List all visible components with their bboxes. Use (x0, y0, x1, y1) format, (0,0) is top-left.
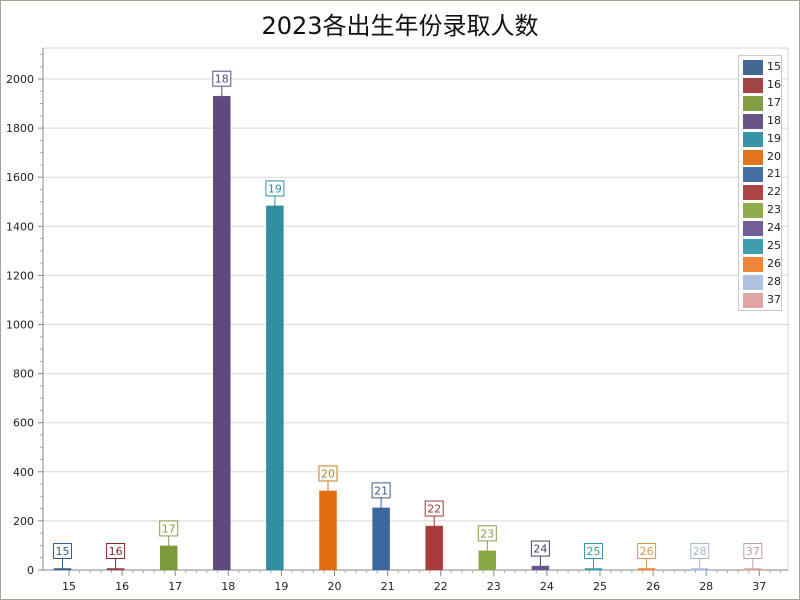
legend-item-23[interactable]: 23 (743, 203, 781, 219)
bar-data-label: 22 (427, 503, 441, 516)
x-tick-label: 23 (487, 580, 501, 593)
bar-data-label: 23 (480, 527, 494, 540)
x-tick-label: 26 (646, 580, 660, 593)
legend-item-17[interactable]: 17 (743, 95, 781, 111)
bar-data-label: 20 (321, 467, 335, 480)
legend-item-24[interactable]: 24 (743, 221, 781, 237)
bar-25[interactable] (584, 568, 603, 571)
x-tick-label: 37 (752, 580, 766, 593)
legend-swatch (743, 113, 763, 129)
legend-swatch (743, 149, 763, 165)
legend-item-26[interactable]: 26 (743, 256, 781, 272)
legend-item-15[interactable]: 15 (743, 60, 781, 75)
x-tick-label: 25 (593, 580, 607, 593)
x-tick-label: 22 (434, 580, 448, 593)
legend-item-16[interactable]: 16 (743, 77, 781, 93)
legend-label: 28 (767, 274, 781, 288)
y-tick-label: 1600 (6, 171, 34, 184)
legend-item-19[interactable]: 19 (743, 131, 781, 147)
y-tick-label: 1200 (6, 269, 34, 282)
legend-label: 18 (767, 113, 781, 127)
legend: 15 16 17 18 19 20 21 22 23 24 25 26 28 37 (738, 55, 782, 311)
legend-label: 26 (767, 256, 781, 270)
x-tick-label: 21 (381, 580, 395, 593)
bar-26[interactable] (637, 568, 656, 571)
bar-data-label: 15 (56, 545, 70, 558)
legend-swatch (743, 203, 763, 219)
bar-23[interactable] (478, 550, 497, 571)
legend-swatch (743, 185, 763, 201)
x-tick-label: 28 (699, 580, 713, 593)
y-tick-label: 2000 (6, 73, 34, 86)
legend-swatch (743, 131, 763, 147)
y-tick-label: 1800 (6, 122, 34, 135)
legend-swatch (743, 77, 763, 93)
legend-label: 17 (767, 95, 781, 109)
legend-label: 19 (767, 131, 781, 145)
legend-swatch (743, 256, 763, 272)
bar-22[interactable] (425, 525, 443, 571)
chart-title: 2023各出生年份录取人数 (261, 12, 539, 40)
legend-swatch (743, 239, 763, 254)
legend-item-28[interactable]: 28 (743, 274, 781, 290)
bar-21[interactable] (372, 507, 390, 571)
legend-item-18[interactable]: 18 (743, 113, 781, 129)
legend-label: 37 (767, 292, 781, 306)
legend-swatch (743, 95, 763, 111)
x-tick-label: 19 (274, 580, 288, 593)
x-tick-label: 15 (62, 580, 76, 593)
legend-item-21[interactable]: 21 (743, 167, 781, 183)
legend-swatch (743, 292, 763, 308)
bar-data-label: 19 (268, 182, 282, 195)
bar-28[interactable] (690, 568, 709, 571)
bar-data-label: 24 (533, 543, 547, 556)
y-tick-label: 1400 (6, 220, 34, 233)
legend-swatch (743, 167, 763, 183)
legend-swatch (743, 274, 763, 290)
legend-label: 20 (767, 149, 781, 163)
x-tick-label: 17 (168, 580, 182, 593)
x-tick-label: 24 (540, 580, 554, 593)
bar-data-label: 21 (374, 484, 388, 497)
legend-label: 24 (767, 221, 781, 235)
bar-17[interactable] (159, 545, 178, 571)
legend-swatch (743, 60, 763, 75)
y-tick-label: 200 (13, 515, 34, 528)
y-tick-label: 800 (13, 368, 34, 381)
legend-item-37[interactable]: 37 (743, 292, 781, 308)
bar-data-label: 28 (693, 545, 707, 558)
legend-label: 21 (767, 167, 781, 181)
bar-24[interactable] (531, 565, 550, 571)
bar-data-label: 17 (162, 522, 176, 535)
legend-label: 25 (767, 239, 781, 252)
legend-swatch (743, 221, 763, 237)
bar-16[interactable] (106, 568, 125, 571)
bar-15[interactable] (53, 568, 72, 571)
bar-data-label: 16 (109, 545, 123, 558)
y-tick-label: 0 (27, 564, 34, 577)
bar-20[interactable] (319, 490, 337, 571)
bar-data-label: 26 (640, 545, 654, 558)
legend-item-25[interactable]: 25 (743, 239, 781, 254)
x-tick-label: 16 (115, 580, 129, 593)
bar-19[interactable] (266, 205, 284, 571)
y-tick-label: 400 (13, 466, 34, 479)
y-tick-label: 600 (13, 417, 34, 430)
bar-37[interactable] (744, 568, 762, 571)
bar-18[interactable] (213, 95, 231, 571)
bar-data-label: 37 (746, 545, 760, 558)
y-tick-label: 1000 (6, 319, 34, 332)
legend-label: 23 (767, 203, 781, 217)
x-tick-label: 18 (221, 580, 235, 593)
legend-item-20[interactable]: 20 (743, 149, 781, 165)
bar-data-label: 25 (587, 545, 601, 558)
legend-label: 22 (767, 185, 781, 199)
legend-label: 16 (767, 77, 781, 91)
legend-label: 15 (767, 60, 781, 73)
bar-data-label: 18 (215, 73, 229, 86)
x-tick-label: 20 (328, 580, 342, 593)
legend-item-22[interactable]: 22 (743, 185, 781, 201)
